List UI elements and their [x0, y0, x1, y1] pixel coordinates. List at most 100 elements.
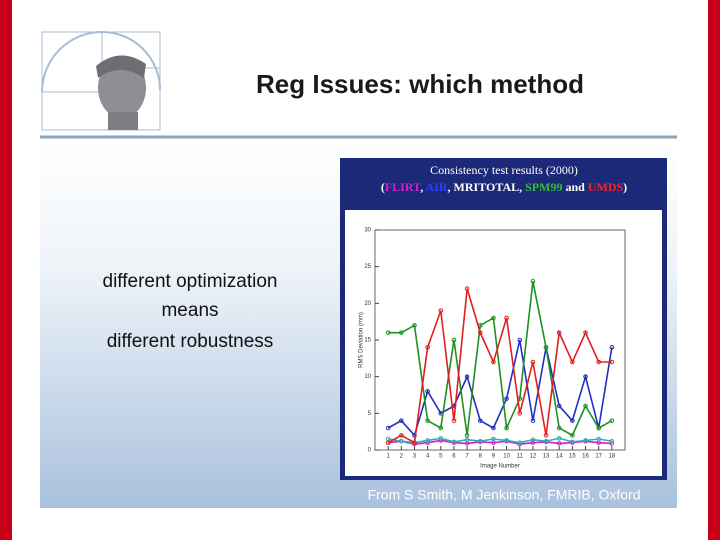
data-point [609, 345, 615, 350]
x-tick-label: 10 [503, 454, 510, 460]
data-point [530, 279, 536, 284]
data-point [517, 440, 523, 445]
subtitle-separator: ) [623, 180, 627, 194]
legend-entry: AIR [426, 180, 448, 194]
x-tick-label: 14 [556, 454, 563, 460]
y-tick-label: 5 [368, 411, 372, 417]
data-point [451, 337, 457, 343]
data-point [556, 435, 562, 441]
data-point [596, 359, 601, 365]
data-point [412, 323, 417, 328]
y-tick-label: 25 [364, 264, 371, 270]
data-point [517, 411, 523, 416]
x-tick-label: 16 [582, 454, 589, 460]
data-point [451, 439, 457, 445]
data-point [491, 359, 496, 365]
data-point [464, 433, 470, 438]
data-point [438, 425, 444, 431]
right-border [708, 0, 720, 540]
legend-entry: SPM99 [525, 180, 562, 194]
data-point [477, 418, 483, 423]
data-point [425, 345, 430, 350]
data-point [385, 440, 391, 445]
data-point [477, 438, 483, 444]
data-point [385, 425, 391, 431]
data-point [609, 438, 615, 444]
left-border [0, 0, 12, 540]
data-point [570, 359, 575, 365]
data-point [477, 330, 483, 335]
data-point [583, 374, 588, 379]
data-point [517, 337, 523, 343]
series-line [387, 288, 612, 444]
x-tick-label: 5 [439, 454, 443, 460]
x-tick-label: 17 [595, 454, 602, 460]
data-point [504, 315, 509, 321]
plot-background [345, 210, 662, 476]
data-point [425, 389, 430, 394]
data-point [464, 286, 470, 291]
x-tick-label: 2 [400, 454, 404, 460]
x-tick-label: 6 [452, 454, 456, 460]
data-point [504, 425, 509, 431]
logo [41, 30, 161, 131]
subtitle-separator: ( [381, 180, 385, 194]
x-tick-label: 12 [530, 454, 537, 460]
data-point [570, 439, 575, 445]
data-point [609, 441, 615, 446]
credit: From S Smith, M Jenkinson, FMRIB, Oxford [367, 487, 640, 503]
subtitle-separator: , [519, 180, 525, 194]
series-line [388, 281, 613, 437]
y-tick-label: 20 [364, 301, 371, 307]
data-point [543, 345, 549, 350]
x-tick-label: 13 [543, 454, 550, 460]
x-tick-label: 15 [569, 454, 576, 460]
data-point [491, 425, 496, 431]
series-line [387, 339, 613, 437]
data-point [385, 330, 391, 335]
data-point [504, 396, 509, 401]
x-tick-label: 7 [465, 454, 469, 460]
data-point [556, 441, 562, 446]
data-point [438, 435, 444, 441]
legend-entry: FLIRT [385, 180, 421, 194]
data-point [609, 418, 615, 423]
data-point [451, 418, 457, 423]
x-tick-label: 9 [492, 454, 496, 460]
x-tick-label: 4 [426, 454, 430, 460]
data-point [530, 437, 536, 443]
data-point [399, 330, 404, 335]
data-point [399, 433, 404, 438]
data-point [399, 438, 404, 444]
body-line: means [161, 300, 218, 321]
data-point [412, 440, 417, 445]
x-tick-label: 18 [608, 454, 615, 460]
subtitle-separator: and [562, 180, 587, 194]
slide-title: Reg Issues: which method [256, 69, 584, 99]
data-point [425, 418, 430, 423]
y-axis-label: RMS Deviation (mm) [359, 312, 365, 368]
subtitle-separator: , [448, 180, 454, 194]
data-point [399, 418, 404, 423]
data-point [570, 433, 575, 438]
data-point [583, 403, 588, 409]
y-tick-label: 15 [364, 338, 371, 344]
data-point [491, 315, 496, 321]
data-point [530, 359, 536, 365]
data-point [609, 359, 615, 365]
data-point [556, 425, 562, 431]
data-point [491, 436, 496, 442]
data-point [543, 438, 549, 444]
y-tick-label: 0 [368, 448, 372, 454]
x-tick-label: 1 [386, 454, 390, 460]
data-point [583, 438, 588, 443]
data-point [530, 440, 536, 445]
x-tick-label: 3 [413, 454, 417, 460]
body-line: different optimization [103, 271, 278, 292]
x-tick-label: 11 [517, 454, 524, 460]
y-tick-label: 30 [364, 228, 371, 234]
data-point [570, 418, 575, 423]
data-point [530, 418, 536, 423]
y-tick-label: 10 [364, 374, 371, 380]
